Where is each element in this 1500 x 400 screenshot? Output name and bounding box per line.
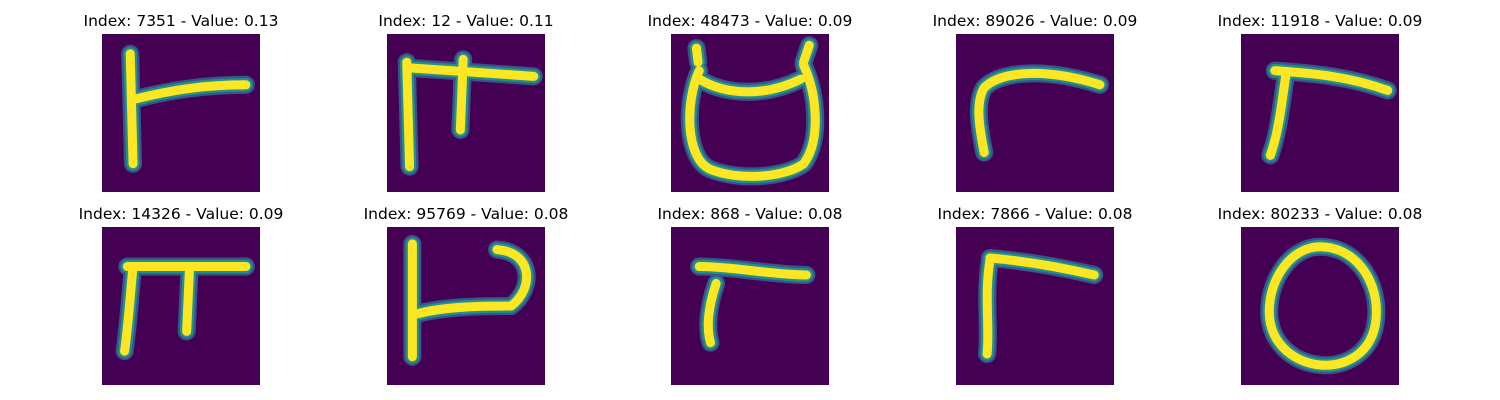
glyph-image: [102, 227, 260, 385]
glyph-stroke: [1265, 68, 1291, 160]
glyph-stroke: [982, 256, 995, 359]
glyph-image: [387, 227, 545, 385]
glyph-stroke: [985, 253, 1099, 280]
panel-title: Index: 95769 - Value: 0.08: [363, 205, 569, 223]
glyph-stroke: [131, 80, 251, 104]
image-background: [671, 227, 829, 385]
glyph-image: [102, 34, 260, 192]
panel-title: Index: 48473 - Value: 0.09: [647, 12, 853, 30]
glyph-image: [1241, 227, 1399, 385]
glyph-stroke: [455, 54, 468, 135]
glyph-stroke: [691, 43, 703, 67]
glyph-image: [956, 227, 1114, 385]
glyph-stroke: [694, 261, 811, 280]
glyph-image: [956, 34, 1114, 192]
glyph-stroke: [182, 264, 194, 336]
glyph-stroke: [405, 63, 539, 81]
panel-title: Index: 868 - Value: 0.08: [657, 205, 843, 223]
panel-title: Index: 14326 - Value: 0.09: [78, 205, 284, 223]
panel-title: Index: 89026 - Value: 0.09: [932, 12, 1138, 30]
glyph-stroke: [685, 60, 820, 181]
glyph-stroke: [703, 278, 721, 348]
panel-title: Index: 11918 - Value: 0.09: [1217, 12, 1423, 30]
glyph-stroke: [974, 68, 1105, 158]
panel-title: Index: 80233 - Value: 0.08: [1217, 205, 1423, 223]
glyph-stroke: [694, 74, 806, 97]
panel-title: Index: 7351 - Value: 0.13: [83, 12, 279, 30]
glyph-stroke: [402, 57, 415, 172]
glyph-image: [671, 34, 829, 192]
glyph-stroke: [125, 49, 138, 169]
glyph-image: [1241, 34, 1399, 192]
glyph-image: [387, 34, 545, 192]
glyph-stroke: [410, 245, 532, 319]
glyph-stroke: [799, 40, 814, 67]
glyph-stroke: [1264, 242, 1381, 370]
panel-title: Index: 7866 - Value: 0.08: [937, 205, 1133, 223]
glyph-stroke: [120, 261, 138, 356]
image-background: [1241, 34, 1399, 192]
glyph-image: [671, 227, 829, 385]
panel-title: Index: 12 - Value: 0.11: [378, 12, 554, 30]
